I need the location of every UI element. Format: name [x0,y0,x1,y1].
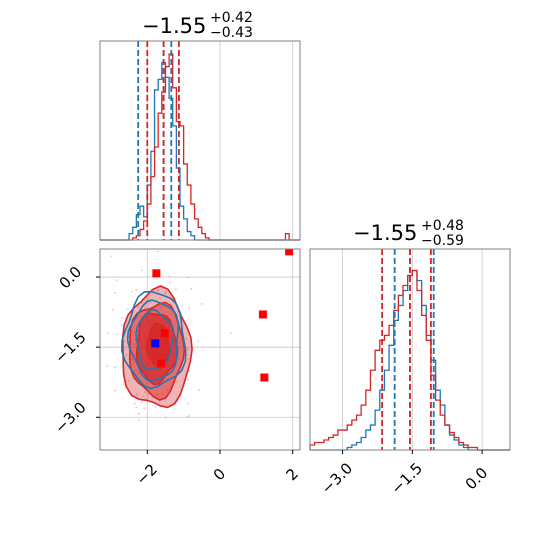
joint-ytick-label: −3.0 [51,398,89,436]
joint-sample-point [136,394,139,396]
joint-sample-point [116,333,119,336]
x-marginal-frame [99,40,301,241]
joint-contour-series-a [126,299,180,382]
joint-sample-point [177,311,179,313]
joint-xtick-label: 2 [282,465,301,484]
joint-sample-point [127,307,129,310]
joint-sample-point [142,395,145,398]
joint-sample-point [164,292,167,295]
joint-sample-point [140,269,143,272]
joint-sample-point [125,353,128,356]
joint-sample-point [135,406,138,409]
y-marginal-title-minus: −0.59 [421,233,464,249]
joint-frame [99,248,301,451]
x-marginal-hist-series-2 [100,53,300,241]
joint-sample-point [133,402,136,405]
joint-sample-point [121,317,123,319]
x-marginal-panel: −1.55 +0.42 −0.43 [99,10,301,241]
y-marginal-xtick-label: −3.0 [318,459,356,497]
joint-marker-red [152,269,161,278]
joint-ytick-label: 0.0 [56,263,86,293]
joint-sample-point [190,287,193,290]
joint-sample-point [106,365,109,368]
joint-sample-point [135,289,138,292]
joint-sample-point [98,450,100,452]
joint-sample-point [197,340,200,343]
joint-sample-point [122,380,125,383]
x-marginal-title-minus: −0.43 [210,25,253,41]
x-marginal-title-center: −1.55 [142,14,206,38]
joint-sample-point [186,276,189,279]
joint-marker-blue [151,339,160,348]
joint-sample-point [110,255,113,258]
joint-sample-point [201,303,203,305]
y-marginal-title-plus: +0.48 [421,218,464,234]
joint-marker-red [258,310,267,319]
joint-marker-red [157,359,166,368]
joint-sample-point [176,380,179,383]
joint-sample-point [147,393,150,395]
joint-sample-point [149,301,152,304]
joint-sample-point [120,324,123,327]
joint-sample-point [181,304,184,307]
joint-marker-red [160,329,169,338]
joint-sample-point [157,250,159,253]
y-marginal-xtick-label: 0.0 [462,464,492,494]
joint-sample-point [187,348,189,351]
joint-sample-point [122,383,125,386]
joint-sample-point [174,288,177,291]
y-marginal-panel: −1.55 +0.48 −0.59 −3.0 −1.5 0.0 [309,218,511,498]
joint-sample-point [114,366,117,369]
joint-sample-point [164,291,167,294]
joint-sample-point [114,292,116,294]
joint-sample-point [115,279,118,282]
joint-sample-point [157,289,160,292]
y-marginal-hist-series-2 [309,269,510,451]
joint-contour-series-a [120,290,187,390]
joint-sample-point [154,405,157,408]
joint-sample-point [168,275,171,278]
joint-sample-point [114,389,116,392]
x-marginal-title-plus: +0.42 [210,10,253,26]
joint-xtick-label: 0 [210,465,229,484]
joint-sample-point [138,418,140,421]
joint-sample-point [187,357,190,360]
joint-sample-point [186,415,189,418]
joint-sample-point [168,281,171,284]
y-marginal-frame [309,248,511,451]
joint-sample-point [188,307,191,310]
joint-marker-red [285,249,294,256]
y-marginal-xtick-label: −1.5 [388,459,426,497]
joint-xtick-label: −2 [133,460,161,488]
joint-sample-point [143,407,146,410]
x-marginal-hist-series-1 [100,61,300,241]
joint-sample-point [188,415,190,417]
y-marginal-title-center: −1.55 [353,221,417,245]
joint-sample-point [106,332,109,335]
joint-sample-point [229,332,232,334]
joint-ytick-label: −1.5 [51,328,89,366]
joint-sample-point [198,389,200,392]
joint-sample-point [164,416,167,419]
joint-sample-point [188,370,191,373]
joint-sample-point [186,402,189,405]
joint-marker-red [260,373,269,382]
joint-sample-point [187,378,189,381]
joint-sample-point [111,308,114,311]
joint-sample-point [186,353,189,356]
joint-sample-point [137,306,140,309]
joint-sample-point [127,379,130,382]
joint-sample-point [130,290,133,293]
joint-sample-point [144,306,147,309]
joint-sample-point [140,401,143,403]
joint-sample-point [141,243,143,245]
joint-panel: −2 0 2 0.0 −1.5 −3.0 [51,243,302,489]
joint-sample-point [185,337,188,340]
joint-sample-point [137,412,140,415]
joint-sample-point [144,391,147,394]
